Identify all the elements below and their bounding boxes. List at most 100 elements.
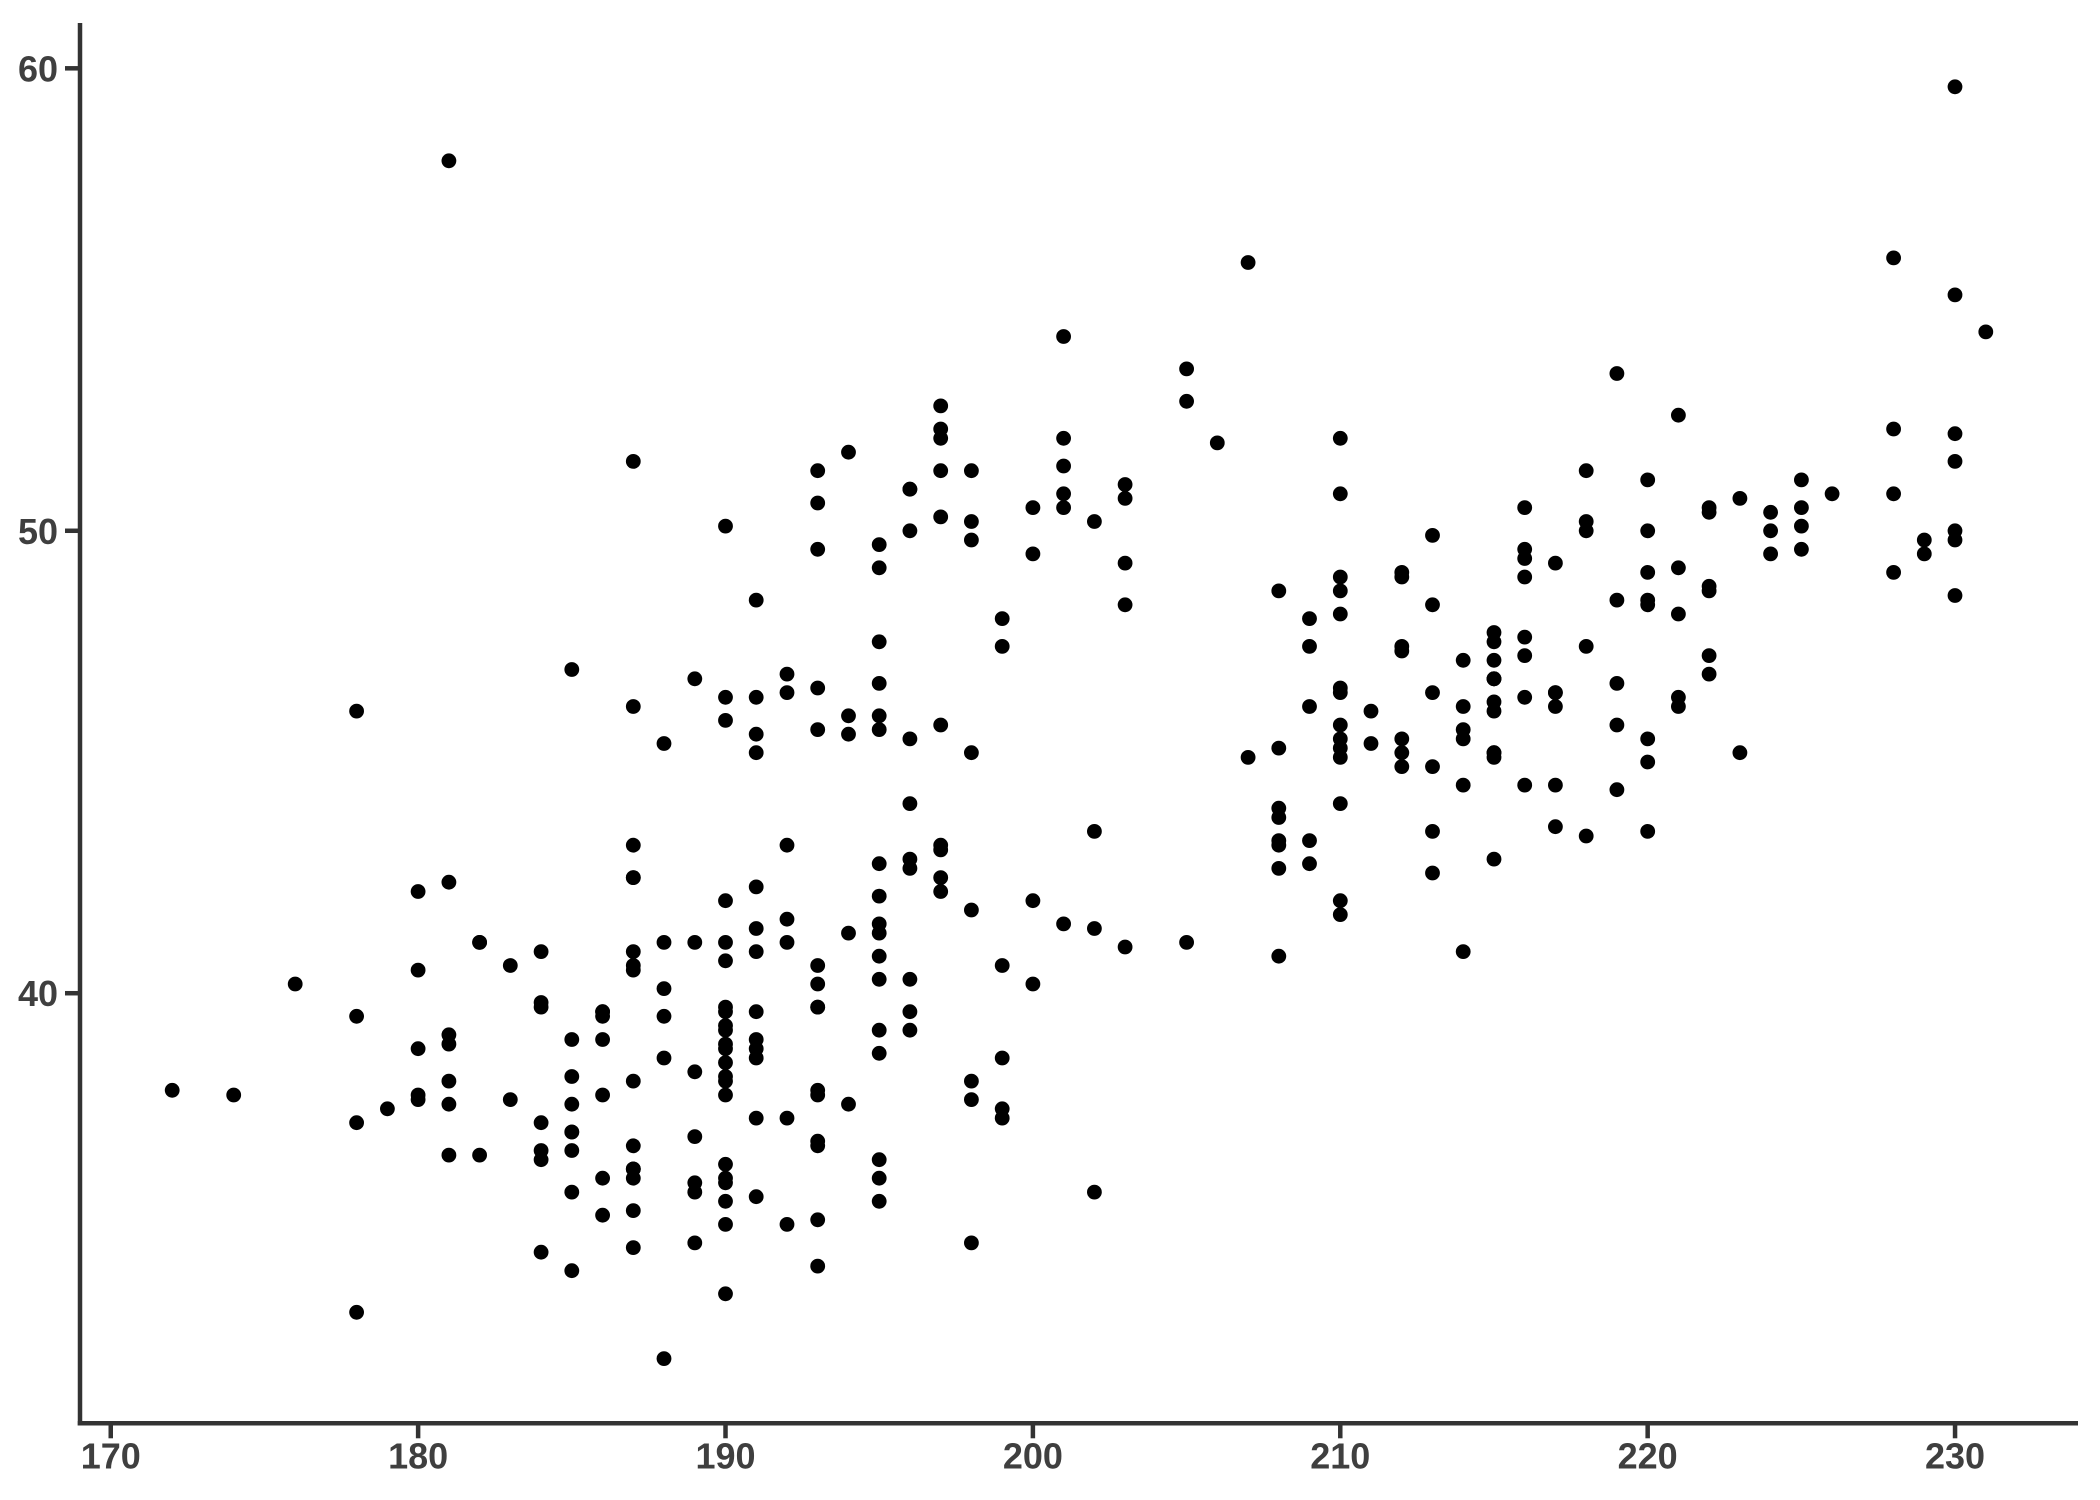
x-tick-label: 210	[1310, 1435, 1370, 1476]
data-point	[625, 1240, 641, 1255]
data-point	[533, 944, 549, 959]
data-point	[902, 796, 918, 811]
data-point	[1425, 685, 1440, 700]
data-point	[748, 1189, 764, 1205]
data-point	[687, 1235, 703, 1251]
data-point	[1302, 699, 1317, 714]
data-point	[779, 837, 795, 853]
data-point	[810, 958, 826, 973]
data-point	[1824, 486, 1840, 502]
data-point	[1363, 703, 1379, 719]
data-point	[810, 463, 826, 479]
data-point	[625, 837, 641, 853]
data-point	[1425, 597, 1440, 613]
data-point	[1332, 796, 1348, 811]
data-point	[625, 699, 641, 714]
data-point	[994, 611, 1010, 626]
data-point	[1117, 597, 1133, 613]
data-point	[810, 1212, 826, 1228]
data-point	[656, 1351, 672, 1366]
data-point	[1455, 777, 1471, 793]
data-point	[1701, 666, 1717, 682]
data-point	[933, 884, 949, 899]
data-point	[287, 976, 303, 992]
x-tick-label: 180	[388, 1435, 448, 1476]
data-point	[964, 1235, 979, 1251]
data-point	[1517, 777, 1533, 793]
data-point	[472, 935, 487, 950]
data-point	[718, 689, 733, 705]
data-point	[718, 1055, 733, 1070]
data-point	[1025, 893, 1041, 909]
data-point	[810, 976, 826, 992]
data-point	[1179, 935, 1194, 950]
data-point	[1732, 491, 1748, 506]
data-point	[1332, 750, 1348, 765]
data-point	[810, 999, 826, 1015]
data-point	[718, 1087, 733, 1103]
data-point	[964, 514, 979, 529]
data-point	[1947, 79, 1963, 95]
data-point	[687, 1064, 703, 1080]
data-point	[656, 736, 672, 751]
data-point	[1271, 740, 1287, 756]
data-point	[410, 962, 426, 978]
data-point	[1609, 676, 1625, 691]
data-point	[164, 1082, 180, 1098]
data-point	[441, 874, 457, 890]
data-point	[1332, 606, 1348, 622]
data-point	[748, 1110, 764, 1126]
data-point	[1332, 583, 1348, 599]
data-point	[994, 958, 1010, 973]
data-point	[1517, 569, 1533, 585]
data-point	[441, 153, 457, 169]
data-point	[564, 1124, 580, 1140]
data-point	[1916, 546, 1932, 562]
data-point	[871, 856, 887, 872]
data-point	[810, 680, 826, 696]
data-point	[718, 1286, 733, 1302]
data-point	[1548, 685, 1563, 700]
data-point	[933, 463, 949, 479]
data-point	[718, 1022, 733, 1038]
data-point	[748, 879, 764, 895]
data-point	[625, 958, 641, 973]
data-point	[1947, 426, 1963, 442]
data-point	[779, 911, 795, 927]
data-point	[564, 1143, 580, 1158]
data-point	[533, 1115, 549, 1131]
data-point	[964, 902, 979, 918]
data-point	[1056, 329, 1071, 344]
data-point	[1886, 421, 1901, 437]
data-point	[779, 685, 795, 700]
data-point	[1394, 565, 1410, 580]
data-point	[1240, 750, 1256, 765]
data-point	[871, 971, 887, 987]
data-point	[871, 708, 887, 724]
data-point	[1271, 948, 1287, 964]
data-point	[1978, 324, 1994, 340]
data-point	[748, 1032, 764, 1047]
data-point	[502, 958, 518, 973]
data-point	[933, 870, 949, 885]
data-point	[871, 948, 887, 964]
data-point	[964, 532, 979, 548]
data-point	[718, 1069, 733, 1084]
data-point	[1640, 565, 1656, 580]
data-point	[933, 842, 949, 858]
data-point	[1763, 504, 1778, 520]
data-point	[718, 953, 733, 969]
data-point	[687, 1184, 703, 1200]
data-point	[1486, 625, 1502, 640]
data-point	[841, 444, 856, 460]
data-point	[779, 1217, 795, 1232]
data-point	[1455, 722, 1471, 737]
data-point	[902, 481, 918, 497]
data-point	[687, 1129, 703, 1144]
x-tick-label: 190	[695, 1435, 755, 1476]
data-point	[1947, 532, 1963, 548]
data-point	[1763, 546, 1778, 562]
data-point	[1916, 532, 1932, 548]
data-point	[564, 1032, 580, 1047]
